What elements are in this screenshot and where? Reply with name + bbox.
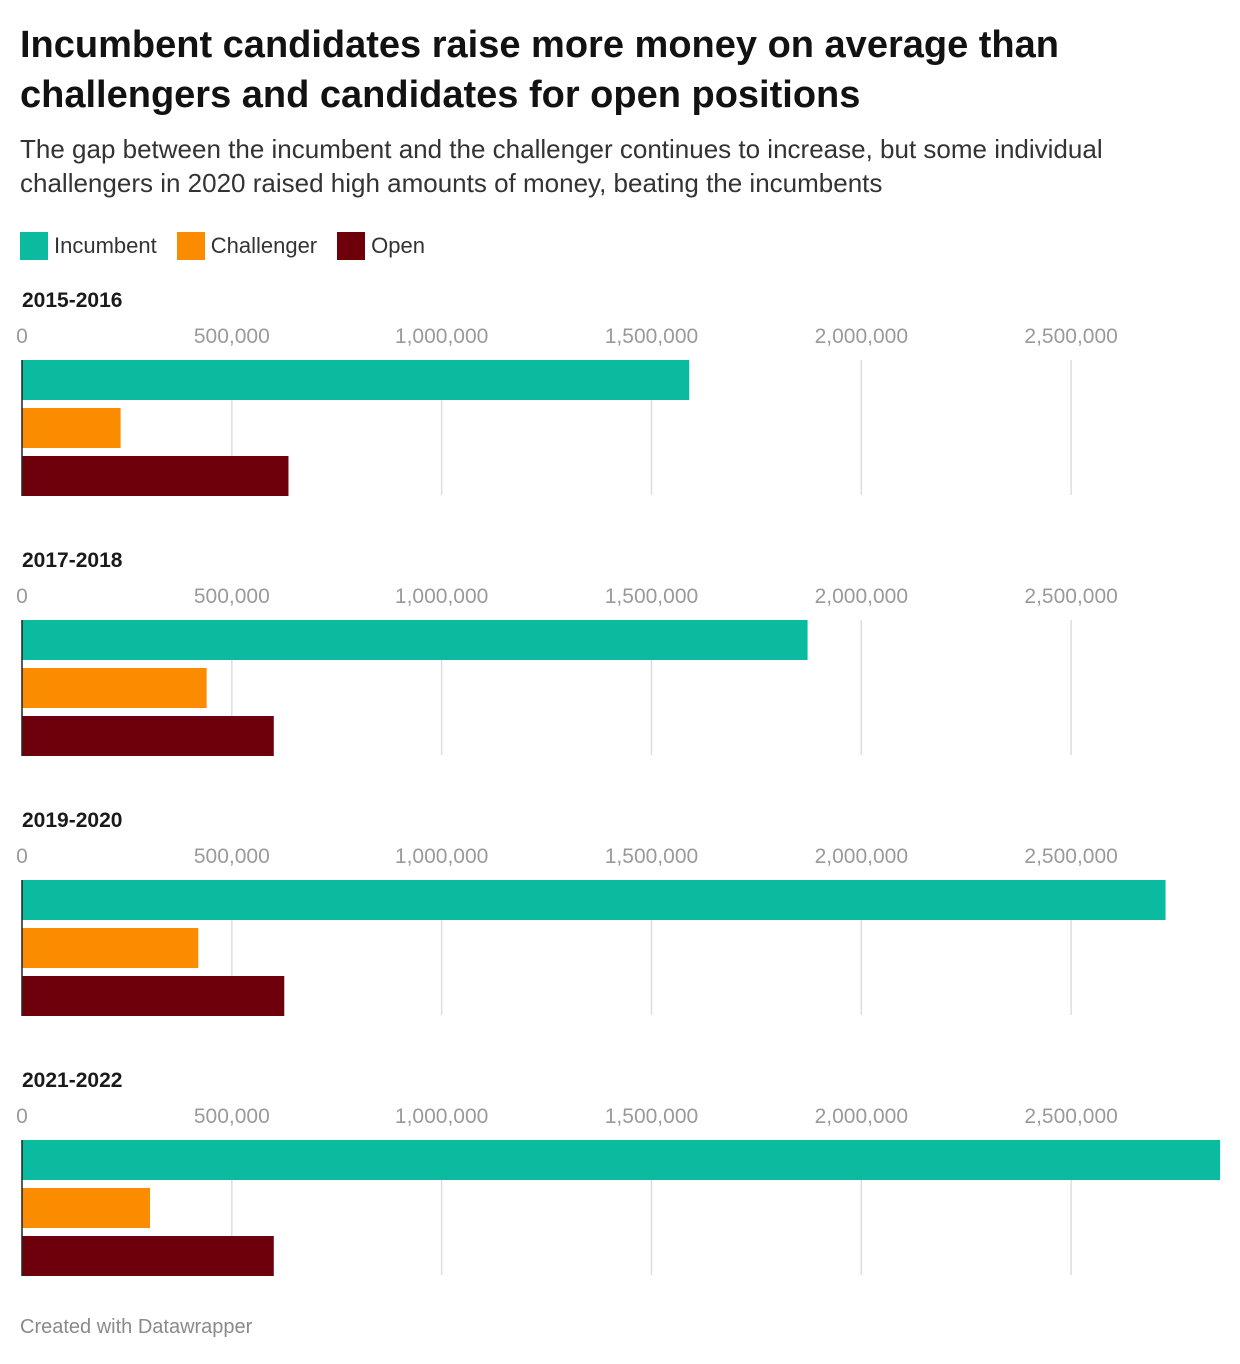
- x-tick-label: 1,500,000: [605, 845, 698, 868]
- legend-item-challenger: Challenger: [176, 232, 318, 260]
- legend-swatch-challenger: [176, 232, 205, 260]
- bar-challenger: [22, 1188, 150, 1228]
- legend-item-open: Open: [337, 232, 425, 260]
- legend-item-incumbent: Incumbent: [20, 232, 157, 260]
- x-tick-label: 1,000,000: [395, 325, 488, 348]
- panel-title: 2015-2016: [22, 289, 122, 312]
- chart-panel: 2017-2018 0 500,000 1,000,000 1,500,000 2,000…: [16, 549, 1118, 756]
- x-tick-label: 0: [16, 1105, 28, 1128]
- x-tick-label: 1,500,000: [605, 1105, 698, 1128]
- legend-label-challenger: Challenger: [210, 233, 318, 258]
- x-tick-label: 2,500,000: [1024, 325, 1117, 348]
- panel-title: 2021-2022: [22, 1069, 122, 1092]
- legend-swatch-incumbent: [20, 232, 48, 260]
- chart-title: Incumbent candidates raise more money on…: [20, 24, 1059, 116]
- x-tick-label: 2,000,000: [815, 585, 908, 608]
- x-tick-label: 500,000: [194, 325, 270, 348]
- legend-label-open: Open: [371, 233, 425, 258]
- bar-open: [22, 1236, 274, 1276]
- chart-subtitle: The gap between the incumbent and the ch…: [20, 134, 1103, 198]
- chart-panel: 2021-2022 0 500,000 1,000,000 1,500,000 2,000…: [16, 1069, 1221, 1276]
- x-tick-label: 1,000,000: [395, 585, 488, 608]
- x-tick-label: 2,000,000: [815, 325, 908, 348]
- x-tick-label: 0: [16, 585, 28, 608]
- bar-chart-small-multiples: 2015-2016 0 500,000 1,000,000 1,500,000 2,000…: [16, 289, 1221, 1276]
- chart-panel: 2019-2020 0 500,000 1,000,000 1,500,000 2,000…: [16, 809, 1166, 1016]
- x-tick-label: 500,000: [194, 585, 270, 608]
- bar-incumbent: [22, 620, 808, 660]
- x-tick-label: 1,000,000: [395, 845, 488, 868]
- legend-swatch-open: [337, 232, 366, 260]
- bar-open: [22, 976, 285, 1016]
- x-tick-label: 2,500,000: [1024, 1105, 1117, 1128]
- chart-legend: Incumbent Challenger Open: [20, 231, 445, 261]
- chart-panel: 2015-2016 0 500,000 1,000,000 1,500,000 2,000…: [16, 289, 1118, 496]
- bar-open: [22, 456, 289, 496]
- bar-incumbent: [22, 1140, 1221, 1180]
- x-tick-label: 2,000,000: [815, 1105, 908, 1128]
- bar-challenger: [22, 408, 121, 448]
- x-tick-label: 1,500,000: [605, 325, 698, 348]
- x-tick-label: 1,500,000: [605, 585, 698, 608]
- bar-incumbent: [22, 880, 1166, 920]
- x-tick-label: 2,500,000: [1024, 845, 1117, 868]
- x-tick-label: 0: [16, 845, 28, 868]
- bar-challenger: [22, 928, 199, 968]
- x-tick-label: 2,500,000: [1024, 585, 1117, 608]
- x-tick-label: 500,000: [194, 845, 270, 868]
- x-tick-label: 1,000,000: [395, 1105, 488, 1128]
- bar-challenger: [22, 668, 207, 708]
- panel-title: 2017-2018: [22, 549, 123, 572]
- bar-open: [22, 716, 274, 756]
- x-tick-label: 2,000,000: [815, 845, 908, 868]
- bar-incumbent: [22, 360, 690, 400]
- footer-credit: Created with Datawrapper: [20, 1316, 253, 1338]
- panel-title: 2019-2020: [22, 809, 122, 832]
- x-tick-label: 0: [16, 325, 28, 348]
- x-tick-label: 500,000: [194, 1105, 270, 1128]
- chart-header: Incumbent candidates raise more money on…: [20, 20, 1220, 200]
- legend-label-incumbent: Incumbent: [54, 233, 157, 258]
